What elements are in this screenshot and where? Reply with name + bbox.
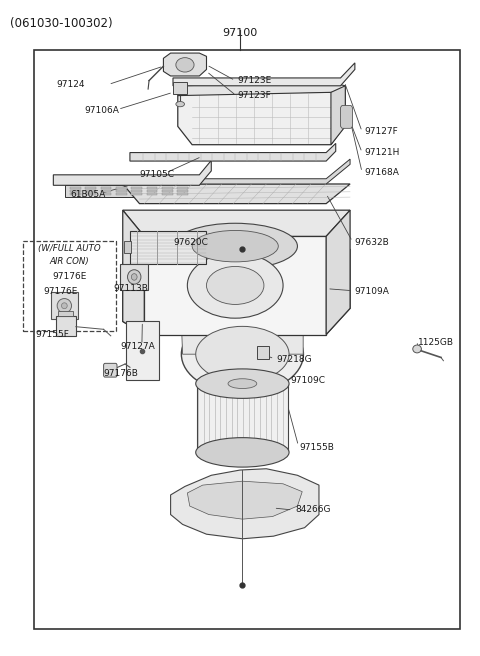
Ellipse shape: [206, 266, 264, 304]
Polygon shape: [123, 159, 350, 184]
Polygon shape: [123, 210, 144, 335]
Bar: [177, 193, 188, 195]
Text: 97155F: 97155F: [35, 330, 69, 339]
Bar: [70, 186, 81, 188]
Ellipse shape: [196, 327, 289, 382]
Polygon shape: [197, 384, 288, 453]
Ellipse shape: [176, 58, 194, 72]
Text: 97109C: 97109C: [290, 376, 325, 385]
Polygon shape: [123, 210, 350, 236]
Ellipse shape: [181, 315, 303, 394]
Bar: [51, 292, 78, 319]
Ellipse shape: [196, 438, 289, 467]
Text: 97127A: 97127A: [120, 342, 155, 351]
Bar: [101, 186, 111, 188]
Text: 97105C: 97105C: [140, 170, 175, 178]
Polygon shape: [187, 482, 302, 519]
Bar: [147, 186, 157, 188]
Bar: [116, 193, 127, 195]
Bar: [132, 186, 142, 188]
Polygon shape: [163, 53, 206, 76]
Text: 97106A: 97106A: [84, 106, 120, 115]
Bar: [147, 190, 157, 192]
Bar: [132, 190, 142, 192]
Ellipse shape: [192, 230, 278, 262]
Bar: [120, 264, 148, 290]
Bar: [162, 186, 172, 188]
Text: 97176B: 97176B: [104, 369, 138, 379]
Bar: [85, 186, 96, 188]
Bar: [162, 193, 172, 195]
Text: AIR CON): AIR CON): [49, 257, 89, 266]
Text: 97123F: 97123F: [238, 91, 271, 100]
Text: 1125GB: 1125GB: [418, 338, 454, 347]
Bar: [116, 186, 127, 188]
Text: 97109A: 97109A: [355, 287, 390, 297]
Bar: [85, 190, 96, 192]
Bar: [58, 311, 73, 316]
Polygon shape: [53, 161, 211, 185]
Ellipse shape: [132, 274, 137, 280]
Bar: [147, 193, 157, 195]
FancyBboxPatch shape: [104, 363, 117, 377]
Polygon shape: [130, 231, 206, 264]
Text: 97620C: 97620C: [173, 238, 208, 247]
Text: 97100: 97100: [222, 28, 258, 38]
Bar: [70, 190, 81, 192]
FancyBboxPatch shape: [340, 106, 352, 129]
Bar: [162, 190, 172, 192]
Text: 97168A: 97168A: [364, 168, 399, 176]
Text: 61B05A: 61B05A: [70, 190, 105, 199]
Text: 97127F: 97127F: [364, 127, 398, 136]
Text: 97155B: 97155B: [300, 443, 335, 451]
Bar: [177, 186, 188, 188]
Bar: [177, 190, 188, 192]
Bar: [34, 50, 460, 629]
Text: 97113B: 97113B: [113, 284, 148, 293]
Polygon shape: [123, 184, 350, 203]
Ellipse shape: [228, 379, 257, 388]
Ellipse shape: [128, 270, 141, 284]
Text: 97632B: 97632B: [355, 238, 390, 247]
Text: 97176E: 97176E: [44, 287, 78, 297]
Polygon shape: [130, 144, 336, 161]
Text: (061030-100302): (061030-100302): [10, 17, 113, 30]
Bar: [70, 193, 81, 195]
Bar: [257, 346, 269, 359]
Ellipse shape: [173, 223, 298, 269]
Bar: [85, 193, 96, 195]
Bar: [132, 193, 142, 195]
Polygon shape: [178, 92, 345, 145]
Polygon shape: [331, 86, 345, 145]
Bar: [101, 190, 111, 192]
Bar: [124, 241, 132, 253]
Polygon shape: [65, 185, 199, 197]
Polygon shape: [123, 236, 350, 335]
Bar: [101, 193, 111, 195]
Polygon shape: [170, 469, 319, 539]
Ellipse shape: [413, 345, 421, 353]
Bar: [116, 190, 127, 192]
Ellipse shape: [187, 253, 283, 318]
Text: 97121H: 97121H: [364, 148, 400, 157]
Polygon shape: [126, 321, 158, 380]
Ellipse shape: [196, 369, 289, 398]
Bar: [56, 316, 76, 336]
Ellipse shape: [61, 303, 67, 309]
Text: (W/FULL AUTO: (W/FULL AUTO: [38, 244, 101, 253]
Bar: [23, 241, 116, 331]
Polygon shape: [181, 302, 303, 354]
Polygon shape: [178, 83, 345, 96]
Polygon shape: [173, 63, 355, 86]
Polygon shape: [144, 236, 326, 335]
Text: 97124: 97124: [56, 80, 84, 89]
Ellipse shape: [176, 102, 184, 107]
Text: 97176E: 97176E: [52, 272, 86, 281]
Polygon shape: [326, 210, 350, 335]
Text: 97123E: 97123E: [238, 76, 272, 85]
Text: 84266G: 84266G: [295, 506, 331, 514]
Ellipse shape: [57, 298, 72, 313]
Text: 97218G: 97218G: [276, 355, 312, 364]
Bar: [173, 82, 187, 94]
